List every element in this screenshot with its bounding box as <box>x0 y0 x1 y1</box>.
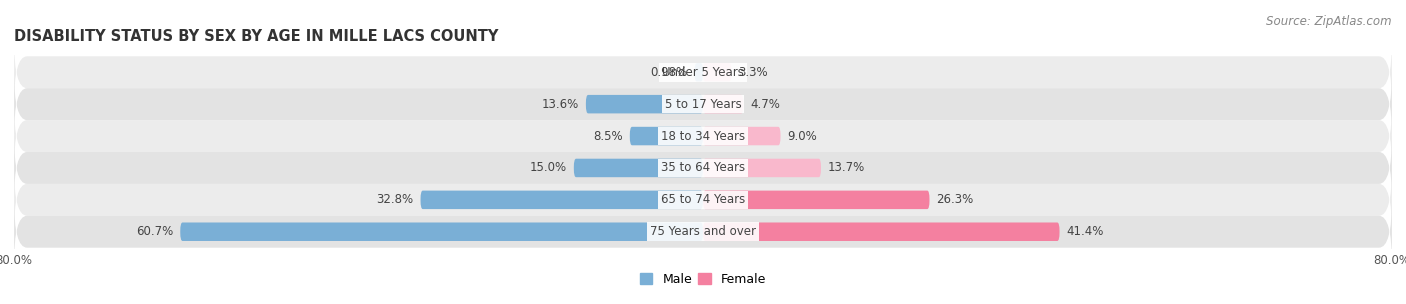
Text: 0.98%: 0.98% <box>651 66 688 79</box>
Text: 65 to 74 Years: 65 to 74 Years <box>661 193 745 206</box>
FancyBboxPatch shape <box>703 127 780 145</box>
Text: 9.0%: 9.0% <box>787 130 817 143</box>
FancyBboxPatch shape <box>630 127 703 145</box>
Text: 18 to 34 Years: 18 to 34 Years <box>661 130 745 143</box>
Text: Source: ZipAtlas.com: Source: ZipAtlas.com <box>1267 15 1392 28</box>
Text: 26.3%: 26.3% <box>936 193 973 206</box>
Text: 13.6%: 13.6% <box>541 98 579 111</box>
Text: 15.0%: 15.0% <box>530 161 567 174</box>
Text: 32.8%: 32.8% <box>377 193 413 206</box>
FancyBboxPatch shape <box>586 95 703 113</box>
Text: 75 Years and over: 75 Years and over <box>650 225 756 238</box>
Text: 8.5%: 8.5% <box>593 130 623 143</box>
Text: 60.7%: 60.7% <box>136 225 173 238</box>
FancyBboxPatch shape <box>180 223 703 241</box>
Text: 3.3%: 3.3% <box>738 66 768 79</box>
FancyBboxPatch shape <box>703 95 744 113</box>
Text: 5 to 17 Years: 5 to 17 Years <box>665 98 741 111</box>
FancyBboxPatch shape <box>703 191 929 209</box>
Text: 41.4%: 41.4% <box>1066 225 1104 238</box>
Text: Under 5 Years: Under 5 Years <box>662 66 744 79</box>
FancyBboxPatch shape <box>420 191 703 209</box>
Text: 35 to 64 Years: 35 to 64 Years <box>661 161 745 174</box>
FancyBboxPatch shape <box>14 168 1392 232</box>
Text: 13.7%: 13.7% <box>828 161 865 174</box>
FancyBboxPatch shape <box>695 63 703 81</box>
FancyBboxPatch shape <box>14 72 1392 136</box>
FancyBboxPatch shape <box>703 63 731 81</box>
FancyBboxPatch shape <box>14 104 1392 168</box>
Text: DISABILITY STATUS BY SEX BY AGE IN MILLE LACS COUNTY: DISABILITY STATUS BY SEX BY AGE IN MILLE… <box>14 29 499 44</box>
Text: 4.7%: 4.7% <box>751 98 780 111</box>
FancyBboxPatch shape <box>14 40 1392 104</box>
Legend: Male, Female: Male, Female <box>640 273 766 286</box>
FancyBboxPatch shape <box>703 159 821 177</box>
FancyBboxPatch shape <box>703 223 1060 241</box>
FancyBboxPatch shape <box>14 136 1392 200</box>
FancyBboxPatch shape <box>574 159 703 177</box>
FancyBboxPatch shape <box>14 200 1392 264</box>
